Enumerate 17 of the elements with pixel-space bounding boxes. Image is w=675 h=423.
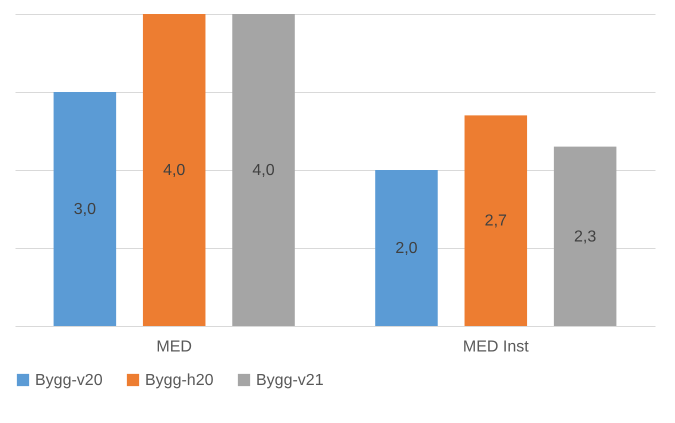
bar: [464, 115, 528, 326]
data-label: 2,7: [484, 212, 508, 230]
data-label: 4,0: [163, 162, 186, 179]
bar: [554, 146, 616, 326]
legend-label: Bygg-h20: [145, 372, 214, 389]
data-label: 2,3: [574, 228, 596, 246]
bar: [142, 14, 206, 326]
bar: [54, 92, 116, 326]
data-label: 4,0: [252, 162, 275, 179]
legend-label: Bygg-v20: [35, 372, 103, 389]
x-tick-label: MED: [156, 338, 192, 356]
bar: [375, 170, 438, 326]
x-tick-label: MED Inst: [462, 338, 530, 356]
bar: [232, 14, 295, 326]
data-label: 2,0: [395, 240, 418, 257]
data-label: 3,0: [74, 201, 96, 218]
legend-label: Bygg-v21: [256, 372, 324, 389]
